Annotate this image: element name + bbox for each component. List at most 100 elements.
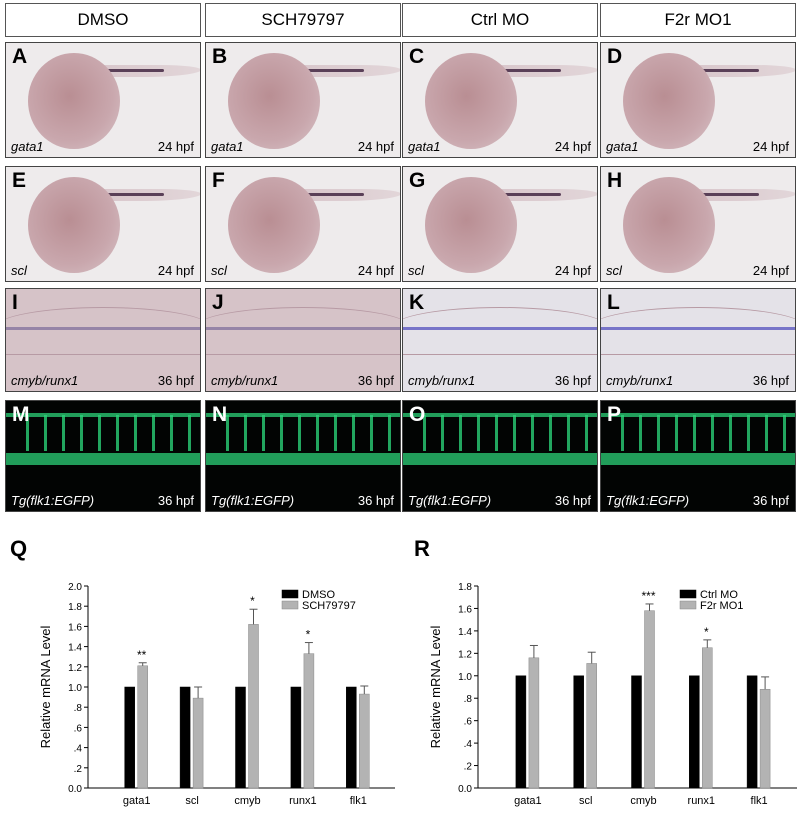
- y-tick-label: .4: [464, 739, 473, 750]
- embryo-yolk: [28, 53, 120, 149]
- stain-signal: [699, 193, 759, 196]
- vessel-segment: [531, 415, 534, 451]
- x-tick-label: scl: [579, 795, 592, 807]
- stage-label: 36 hpf: [157, 373, 194, 388]
- stain-signal: [501, 69, 561, 72]
- y-tick-label: 1.6: [458, 604, 472, 615]
- vessel-segment: [298, 415, 301, 451]
- y-tick-label: 1.0: [458, 672, 472, 683]
- vessel-segment: [711, 415, 714, 451]
- trunk-tissue: [403, 307, 597, 355]
- vessel-segment: [495, 415, 498, 451]
- stain-signal: [104, 69, 164, 72]
- legend-swatch: [281, 600, 299, 610]
- gene-label: Tg(flk1:EGFP): [211, 493, 295, 508]
- gene-label: scl: [211, 263, 227, 278]
- y-tick-label: 2.0: [68, 582, 82, 593]
- stage-label: 36 hpf: [554, 493, 591, 508]
- panel-letter: M: [12, 403, 30, 426]
- y-tick-label: 1.6: [68, 622, 82, 633]
- y-tick-label: 1.0: [68, 683, 82, 694]
- bar: [515, 675, 527, 789]
- vessel-segment: [783, 415, 786, 451]
- stain-signal: [6, 327, 200, 330]
- vessel-segment: [134, 415, 137, 451]
- bar: [124, 686, 135, 789]
- panel-letter: N: [212, 403, 228, 426]
- stage-label: 36 hpf: [752, 373, 789, 388]
- y-tick-label: .6: [464, 717, 473, 728]
- x-tick-label: gata1: [123, 795, 151, 807]
- vessel-band: [601, 453, 795, 465]
- bar: [248, 624, 259, 789]
- significance-label: **: [137, 648, 147, 662]
- bar: [290, 686, 302, 789]
- trunk-tissue: [206, 307, 400, 355]
- stage-label: 24 hpf: [357, 263, 394, 278]
- stage-label: 24 hpf: [752, 263, 789, 278]
- y-tick-label: 1.2: [68, 663, 82, 674]
- stage-label: 36 hpf: [357, 493, 394, 508]
- column-header: SCH79797: [205, 3, 401, 37]
- stage-label: 36 hpf: [157, 493, 194, 508]
- vessel-segment: [352, 415, 355, 451]
- significance-label: *: [250, 594, 255, 608]
- x-tick-label: cmyb: [630, 795, 656, 807]
- vessel-segment: [62, 415, 65, 451]
- bar: [746, 675, 758, 789]
- vessel-segment: [170, 415, 173, 451]
- vessel-segment: [477, 415, 480, 451]
- vessel-segment: [152, 415, 155, 451]
- embryo-yolk: [228, 53, 320, 149]
- x-tick-label: flk1: [751, 795, 768, 807]
- vessel-segment: [334, 415, 337, 451]
- legend-label: F2r MO1: [700, 600, 743, 612]
- stage-label: 24 hpf: [554, 263, 591, 278]
- gene-label: scl: [408, 263, 424, 278]
- bar-chart-q: Q 0.0 .2 .4 .6 .8 1.0 1.2 1.4 1.6 1.8 2.0 Relative m…: [10, 536, 395, 807]
- stage-label: 36 hpf: [357, 373, 394, 388]
- column-header: DMSO: [5, 3, 201, 37]
- vessel-segment: [262, 415, 265, 451]
- vessel-segment: [388, 415, 391, 451]
- panel-letter: E: [12, 169, 27, 192]
- stain-signal: [304, 193, 364, 196]
- panel-letter: K: [409, 291, 425, 314]
- panel-letter: F: [212, 169, 225, 192]
- x-tick-label: cmyb: [234, 795, 260, 807]
- stage-label: 24 hpf: [554, 139, 591, 154]
- bar: [179, 686, 191, 789]
- y-tick-label: .2: [74, 764, 83, 775]
- vessel-band: [6, 413, 200, 417]
- y-tick-label: 0.0: [458, 784, 472, 795]
- column-header: F2r MO1: [600, 3, 796, 37]
- stage-label: 24 hpf: [157, 263, 194, 278]
- x-tick-label: flk1: [350, 795, 367, 807]
- vessel-segment: [98, 415, 101, 451]
- stain-signal: [104, 193, 164, 196]
- panel-letter: J: [212, 291, 224, 314]
- vessel-segment: [513, 415, 516, 451]
- gene-label: Tg(flk1:EGFP): [606, 493, 690, 508]
- gene-label: gata1: [11, 139, 44, 154]
- image-panel: P Tg(flk1:EGFP) 36 hpf: [600, 400, 796, 512]
- bar: [702, 647, 713, 789]
- panel-letter: O: [409, 403, 426, 426]
- embryo-yolk: [623, 53, 715, 149]
- bar: [759, 688, 771, 789]
- trunk-tissue: [601, 307, 795, 355]
- y-tick-label: .8: [74, 703, 83, 714]
- bar: [644, 610, 655, 789]
- y-tick-label: .6: [74, 723, 83, 734]
- image-panel: O Tg(flk1:EGFP) 36 hpf: [402, 400, 598, 512]
- stain-signal: [501, 193, 561, 196]
- gene-label: scl: [11, 263, 27, 278]
- vessel-band: [206, 413, 400, 417]
- panel-letter: P: [607, 403, 622, 426]
- embryo-yolk: [28, 177, 120, 273]
